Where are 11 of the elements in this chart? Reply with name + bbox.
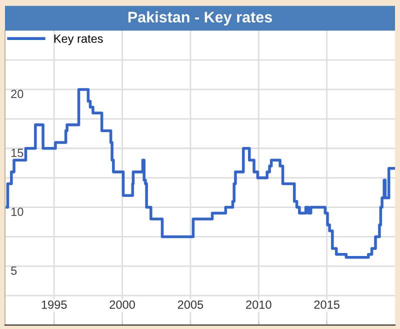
x-tick-label: 2000 [110,300,135,309]
x-tick-label: 2005 [178,300,204,309]
chart-title: Pakistan - Key rates [128,11,272,26]
x-tick-label: 2010 [246,300,272,309]
y-tick-label: 10 [11,208,24,216]
y-tick-label: 20 [11,90,24,98]
y-tick-label: 15 [11,148,24,158]
legend-label: Key rates [54,34,103,46]
x-tick-label: 1995 [42,300,67,309]
y-tick-label: 5 [11,266,17,275]
x-tick-label: 2015 [314,300,340,309]
